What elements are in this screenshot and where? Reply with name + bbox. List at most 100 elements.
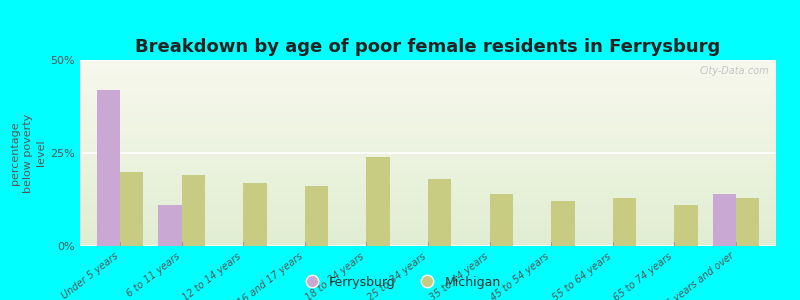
Bar bbox=[80, 126, 776, 127]
Bar bbox=[80, 215, 776, 216]
Bar bbox=[80, 162, 776, 163]
Bar bbox=[80, 82, 776, 83]
Bar bbox=[80, 99, 776, 100]
Bar bbox=[80, 76, 776, 77]
Bar bbox=[80, 223, 776, 224]
Bar bbox=[80, 209, 776, 210]
Bar bbox=[80, 100, 776, 101]
Bar bbox=[613, 198, 636, 246]
Bar bbox=[80, 96, 776, 97]
Bar bbox=[80, 182, 776, 183]
Bar bbox=[80, 224, 776, 225]
Bar bbox=[80, 112, 776, 113]
Bar bbox=[80, 187, 776, 188]
Bar bbox=[80, 164, 776, 165]
Bar bbox=[80, 166, 776, 167]
Bar bbox=[80, 71, 776, 72]
Bar bbox=[80, 129, 776, 130]
Bar bbox=[490, 194, 513, 246]
Bar bbox=[80, 66, 776, 67]
Bar bbox=[80, 161, 776, 162]
Bar bbox=[80, 222, 776, 223]
Bar bbox=[80, 73, 776, 74]
Bar bbox=[80, 128, 776, 129]
Bar bbox=[80, 212, 776, 214]
Bar bbox=[80, 227, 776, 228]
Bar bbox=[97, 90, 120, 246]
Bar bbox=[80, 116, 776, 117]
Bar bbox=[80, 86, 776, 87]
Bar bbox=[80, 98, 776, 99]
Bar bbox=[80, 206, 776, 207]
Bar bbox=[736, 198, 759, 246]
Bar bbox=[80, 115, 776, 116]
Bar bbox=[80, 62, 776, 63]
Bar bbox=[80, 214, 776, 215]
Bar bbox=[80, 168, 776, 169]
Bar bbox=[80, 188, 776, 189]
Bar bbox=[80, 155, 776, 156]
Bar bbox=[80, 174, 776, 175]
Bar bbox=[80, 156, 776, 157]
Bar bbox=[182, 175, 205, 246]
Bar bbox=[80, 238, 776, 239]
Bar bbox=[158, 205, 182, 246]
Bar bbox=[80, 241, 776, 242]
Bar bbox=[80, 78, 776, 79]
Bar bbox=[80, 137, 776, 138]
Bar bbox=[80, 107, 776, 108]
Bar bbox=[80, 191, 776, 192]
Bar bbox=[80, 136, 776, 137]
Bar bbox=[80, 172, 776, 173]
Bar bbox=[80, 183, 776, 184]
Bar bbox=[80, 140, 776, 141]
Bar bbox=[80, 127, 776, 128]
Bar bbox=[80, 201, 776, 202]
Bar bbox=[80, 77, 776, 78]
Bar bbox=[80, 63, 776, 64]
Bar bbox=[80, 181, 776, 182]
Bar bbox=[80, 211, 776, 212]
Bar bbox=[80, 80, 776, 81]
Bar bbox=[80, 205, 776, 206]
Bar bbox=[80, 101, 776, 102]
Bar bbox=[80, 216, 776, 217]
Bar bbox=[80, 113, 776, 114]
Bar bbox=[80, 110, 776, 111]
Bar bbox=[80, 194, 776, 195]
Bar bbox=[80, 72, 776, 73]
Bar bbox=[80, 135, 776, 136]
Bar bbox=[80, 85, 776, 86]
Bar bbox=[80, 150, 776, 151]
Bar bbox=[80, 142, 776, 143]
Bar bbox=[80, 111, 776, 112]
Bar bbox=[674, 205, 698, 246]
Bar bbox=[80, 225, 776, 226]
Bar bbox=[80, 67, 776, 68]
Bar bbox=[80, 143, 776, 144]
Bar bbox=[80, 97, 776, 98]
Bar bbox=[80, 180, 776, 181]
Bar bbox=[80, 124, 776, 125]
Bar bbox=[80, 231, 776, 232]
Bar bbox=[80, 219, 776, 220]
Bar bbox=[80, 199, 776, 200]
Bar bbox=[80, 61, 776, 62]
Bar bbox=[80, 148, 776, 149]
Bar bbox=[305, 187, 328, 246]
Bar bbox=[80, 236, 776, 237]
Bar bbox=[80, 170, 776, 171]
Bar bbox=[80, 102, 776, 103]
Bar bbox=[80, 197, 776, 198]
Bar bbox=[80, 144, 776, 145]
Bar bbox=[80, 95, 776, 96]
Bar bbox=[80, 91, 776, 92]
Bar bbox=[80, 240, 776, 241]
Bar bbox=[80, 138, 776, 139]
Bar bbox=[80, 220, 776, 221]
Bar bbox=[80, 158, 776, 159]
Bar bbox=[80, 89, 776, 90]
Bar bbox=[551, 201, 574, 246]
Bar bbox=[80, 218, 776, 219]
Bar bbox=[80, 169, 776, 170]
